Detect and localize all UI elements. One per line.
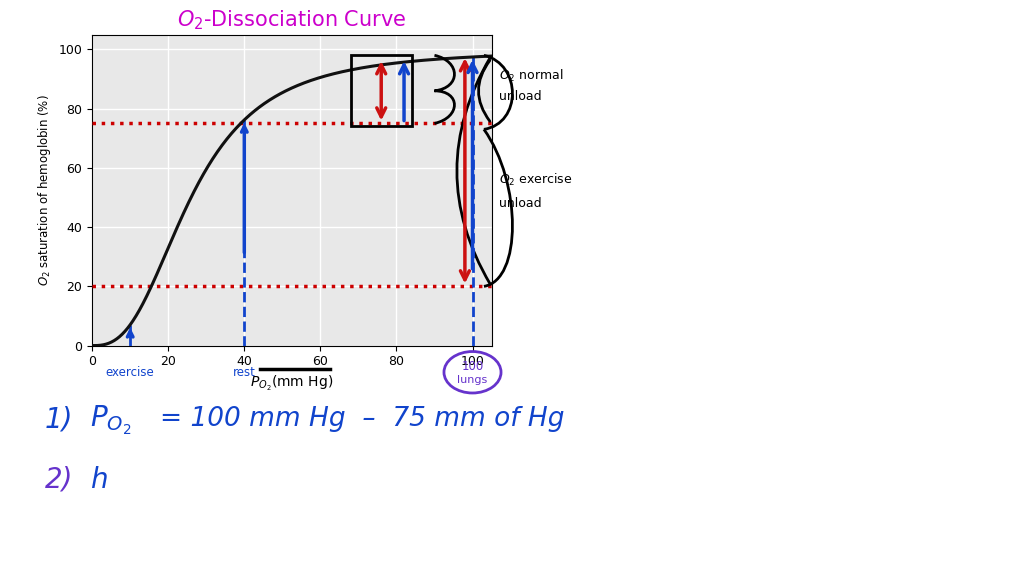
Text: 2): 2): [45, 466, 74, 494]
Text: $O_2$ normal: $O_2$ normal: [499, 68, 564, 84]
Text: h: h: [90, 466, 108, 494]
Title: $O_2$-Dissociation Curve: $O_2$-Dissociation Curve: [177, 8, 407, 32]
Text: $P_{O_2}$: $P_{O_2}$: [90, 404, 131, 437]
Text: exercise: exercise: [105, 366, 155, 380]
Text: unload: unload: [499, 90, 542, 103]
Y-axis label: $O_2$ saturation of hemoglobin (%): $O_2$ saturation of hemoglobin (%): [36, 94, 53, 286]
Text: 1): 1): [45, 406, 74, 434]
Text: lungs: lungs: [458, 374, 487, 385]
Text: = 100 mm Hg  –  75 mm of Hg: = 100 mm Hg – 75 mm of Hg: [160, 406, 564, 432]
Text: rest: rest: [232, 366, 256, 380]
X-axis label: $P_{O_2}$(mm Hg): $P_{O_2}$(mm Hg): [250, 374, 334, 393]
Text: 100: 100: [462, 360, 483, 373]
Text: unload: unload: [499, 197, 542, 210]
Text: $O_2$ exercise: $O_2$ exercise: [499, 172, 572, 188]
